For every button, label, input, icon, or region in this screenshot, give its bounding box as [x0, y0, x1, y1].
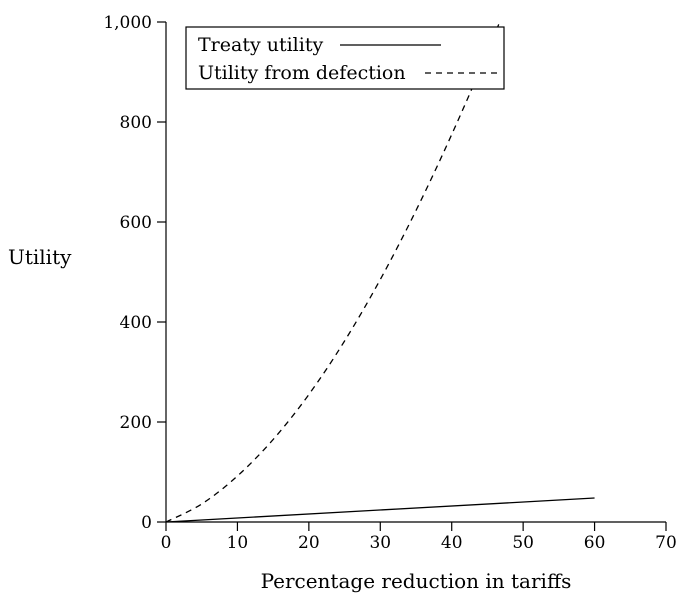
x-ticks: 0 10 20 30 40 50 60 70 [161, 522, 677, 553]
series-layer [166, 22, 595, 522]
y-tick-label: 400 [120, 313, 152, 333]
y-tick-label: 1,000 [103, 13, 152, 33]
y-tick-label: 200 [120, 413, 152, 433]
x-tick-label: 30 [369, 533, 391, 553]
x-tick-label: 40 [441, 533, 463, 553]
y-tick-label: 800 [120, 113, 152, 133]
x-tick-label: 20 [298, 533, 320, 553]
legend: Treaty utility Utility from defection [185, 26, 505, 90]
x-tick-label: 50 [512, 533, 534, 553]
y-axis-label: Utility [8, 245, 72, 269]
x-tick-label: 0 [161, 533, 172, 553]
y-tick-label: 600 [120, 213, 152, 233]
legend-box [185, 26, 505, 90]
x-tick-label: 10 [227, 533, 249, 553]
y-ticks: 0 200 400 600 800 1,000 [103, 13, 166, 533]
x-axis-label: Percentage reduction in tariffs [261, 569, 572, 593]
x-tick-label: 70 [655, 533, 677, 553]
y-tick-label: 0 [141, 513, 152, 533]
legend-label-treaty-utility: Treaty utility [198, 34, 323, 56]
axes [165, 22, 666, 523]
x-tick-label: 60 [584, 533, 606, 553]
series-line-treaty-utility [166, 497, 595, 522]
legend-label-utility-from-defection: Utility from defection [198, 62, 406, 84]
